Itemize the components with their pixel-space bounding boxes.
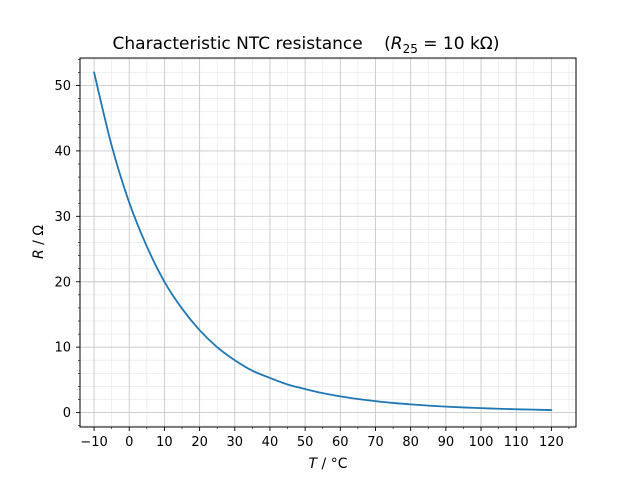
y-tick-label: 0 bbox=[63, 406, 71, 421]
x-tick-label: −10 bbox=[80, 435, 107, 450]
x-tick-label: 40 bbox=[262, 435, 279, 450]
x-axis-ticks: −10 0 10 20 30 40 50 60 70 80 90 100 110 120 bbox=[80, 427, 570, 450]
x-tick-label: 90 bbox=[438, 435, 455, 450]
y-axis-label: R / Ω bbox=[31, 225, 47, 259]
x-tick-label: 120 bbox=[539, 435, 564, 450]
y-tick-label: 40 bbox=[54, 144, 71, 159]
title-math-symbol: R bbox=[391, 34, 403, 54]
y-tick-label: 30 bbox=[54, 210, 71, 225]
y-axis-ticks: 0 10 20 30 40 50 bbox=[54, 59, 80, 426]
minor-grid bbox=[80, 58, 576, 427]
x-tick-label: 50 bbox=[297, 435, 314, 450]
x-tick-label: 70 bbox=[367, 435, 384, 450]
y-axis-unit: / Ω bbox=[31, 225, 47, 250]
title-prefix: Characteristic NTC resistance bbox=[113, 34, 363, 54]
series-layer bbox=[93, 71, 553, 411]
resistance-curve bbox=[93, 71, 553, 411]
title-math-subscript: 25 bbox=[403, 42, 418, 56]
x-axis-symbol: T bbox=[309, 456, 319, 472]
y-tick-label: 10 bbox=[54, 341, 71, 356]
y-tick-label: 20 bbox=[54, 275, 71, 290]
x-tick-label: 80 bbox=[402, 435, 419, 450]
y-axis-symbol: R bbox=[31, 249, 47, 259]
x-axis-unit: / °C bbox=[317, 456, 348, 472]
x-tick-label: 30 bbox=[227, 435, 244, 450]
y-tick-label: 50 bbox=[54, 79, 71, 94]
x-tick-label: 10 bbox=[156, 435, 173, 450]
x-tick-label: 0 bbox=[125, 435, 133, 450]
major-grid bbox=[80, 58, 576, 427]
x-tick-label: 20 bbox=[191, 435, 208, 450]
x-tick-label: 110 bbox=[504, 435, 529, 450]
title-math-value: = 10 kΩ bbox=[418, 34, 493, 54]
x-tick-label: 100 bbox=[469, 435, 494, 450]
x-tick-label: 60 bbox=[332, 435, 349, 450]
chart-title: Characteristic NTC resistance (R25 = 10 … bbox=[113, 34, 500, 56]
x-axis-label: T / °C bbox=[309, 456, 348, 472]
